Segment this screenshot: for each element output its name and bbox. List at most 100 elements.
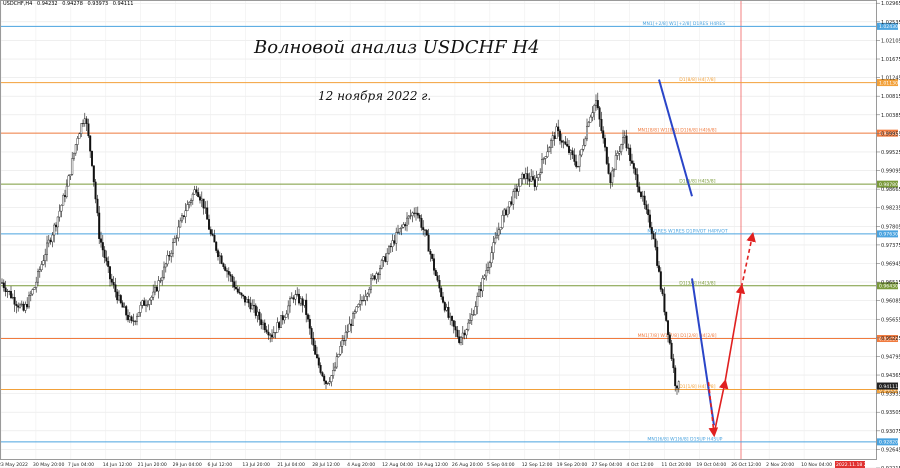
- candle-body: [135, 316, 138, 322]
- candle-body: [674, 367, 677, 387]
- candle-body: [593, 105, 596, 113]
- candle-body: [618, 151, 621, 154]
- candle-body: [526, 173, 529, 180]
- candle-body: [198, 196, 201, 201]
- candle-body: [364, 296, 367, 301]
- x-tick-label: 27 Sep 04:00: [592, 462, 623, 468]
- candle-body: [87, 123, 90, 137]
- candle-body: [254, 305, 257, 316]
- candle-body: [141, 300, 144, 306]
- candle-body: [497, 229, 500, 236]
- candle-body: [224, 266, 227, 271]
- level-label: MN1RES W1RES D1PIVOT H4PIVOT: [647, 228, 727, 234]
- candle-body: [546, 151, 549, 157]
- candle-body: [101, 242, 104, 251]
- candle-body: [650, 227, 653, 234]
- candle-body: [677, 381, 680, 389]
- candle-body: [366, 293, 369, 297]
- level-price-label: 0.97630: [879, 232, 898, 238]
- candle-body: [505, 209, 508, 215]
- candle-body: [494, 237, 497, 243]
- candle-body: [614, 155, 617, 170]
- x-tick-label: 26 Oct 12:00: [731, 462, 761, 468]
- level-price-box: [877, 282, 898, 290]
- candle-body: [611, 170, 614, 183]
- x-tick-label: 21 Jul 04:00: [277, 462, 305, 468]
- candle-body: [247, 299, 250, 304]
- y-tick-label: 0.93505: [881, 410, 900, 416]
- candle-body: [60, 205, 63, 212]
- candle-body: [530, 176, 533, 182]
- candle-body: [98, 212, 101, 239]
- y-tick-label: 0.93075: [881, 429, 900, 435]
- candle-body: [13, 297, 16, 305]
- level-label: MN1[7/8] W1[7/8] D1[2/8] H4[2/8]: [638, 333, 717, 339]
- candle-body: [17, 305, 20, 308]
- candle-body: [317, 357, 320, 366]
- y-tick-label: 0.95225: [881, 336, 900, 342]
- candle-body: [361, 300, 364, 302]
- y-tick-label: 0.99525: [881, 150, 900, 156]
- candle-body: [404, 224, 407, 226]
- candle-body: [153, 286, 156, 293]
- candle-body: [128, 316, 131, 321]
- candle-body: [445, 306, 448, 311]
- candle-body: [629, 147, 632, 162]
- candle-body: [316, 354, 319, 359]
- candle-body: [589, 116, 592, 123]
- candle-body: [555, 126, 558, 139]
- candle-body: [182, 215, 185, 217]
- candle-body: [499, 227, 502, 231]
- candle-body: [553, 135, 556, 139]
- candle-body: [85, 118, 88, 124]
- candle-body: [20, 303, 23, 306]
- candle-body: [116, 291, 119, 301]
- candle-body: [6, 290, 9, 292]
- candle-body: [162, 266, 165, 278]
- y-tick-label: 0.98235: [881, 206, 900, 212]
- candle-body: [467, 322, 470, 330]
- candle-body: [49, 239, 52, 243]
- current-price-box: [877, 382, 898, 390]
- candle-body: [359, 300, 362, 305]
- candle-body: [303, 299, 306, 306]
- candle-body: [541, 159, 544, 174]
- candle-body: [512, 191, 515, 205]
- candle-body: [386, 252, 389, 262]
- candle-body: [654, 238, 657, 248]
- candle-body: [663, 293, 666, 313]
- candle-body: [562, 141, 565, 143]
- candle-body: [607, 163, 610, 174]
- candle-body: [357, 304, 360, 308]
- candle-body: [440, 287, 443, 297]
- candle-body: [287, 305, 290, 315]
- candle-body: [71, 158, 74, 175]
- candle-body: [4, 287, 7, 292]
- candle-body: [35, 281, 38, 288]
- candle-body: [474, 306, 477, 315]
- candle-body: [586, 125, 589, 140]
- candle-body: [523, 173, 526, 179]
- y-tick-label: 1.00385: [881, 113, 900, 119]
- x-tick-label: 12 Sep 12:00: [522, 462, 553, 468]
- level-price-label: 0.92820: [879, 440, 898, 446]
- x-tick-label: 29 Jun 04:00: [173, 462, 202, 468]
- candle-body: [207, 219, 210, 230]
- candle-body: [260, 319, 263, 325]
- candle-body: [103, 249, 106, 258]
- level-label: MN1[8/8] W1[8/8] D1[6/8] H4[6/8]: [638, 128, 717, 134]
- candle-body: [343, 340, 346, 342]
- candle-body: [416, 212, 419, 216]
- candle-body: [638, 186, 641, 193]
- y-tick-label: 0.99095: [881, 169, 900, 175]
- candle-body: [301, 298, 304, 306]
- candle-body: [532, 176, 535, 180]
- candle-body: [632, 163, 635, 169]
- low-value: 0.93973: [87, 1, 109, 7]
- candle-body: [290, 297, 293, 299]
- candle-body: [600, 118, 603, 131]
- x-tick-label: 11 Oct 20:00: [661, 462, 691, 468]
